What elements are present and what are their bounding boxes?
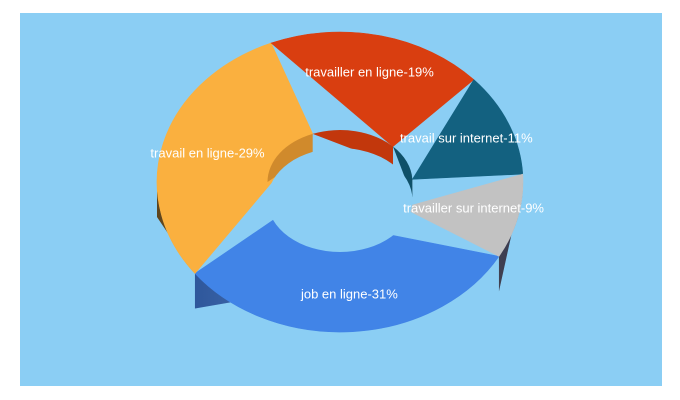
chart-panel: job en ligne-31% travail en ligne-29% trav… <box>20 13 662 386</box>
pie-slice[interactable] <box>194 213 500 333</box>
pie-chart <box>156 31 524 333</box>
slice-label: travailler en ligne-19% <box>305 64 434 80</box>
donut-inner-wall <box>267 133 313 182</box>
pie-slice[interactable] <box>156 42 314 274</box>
slice-label: travail sur internet-11% <box>399 130 533 146</box>
donut-hole <box>267 148 413 252</box>
slice-label: travail en ligne-29% <box>150 145 265 161</box>
pie-slice[interactable] <box>270 31 475 147</box>
pie-slice-side-sheen <box>157 182 195 274</box>
slice-label: travailler sur internet-9% <box>403 200 544 216</box>
donut-inner-wall <box>393 146 413 198</box>
pie-slice-side-sheen <box>498 182 523 292</box>
slice-label: job en ligne-31% <box>300 286 398 302</box>
pie-slice[interactable] <box>402 173 524 257</box>
